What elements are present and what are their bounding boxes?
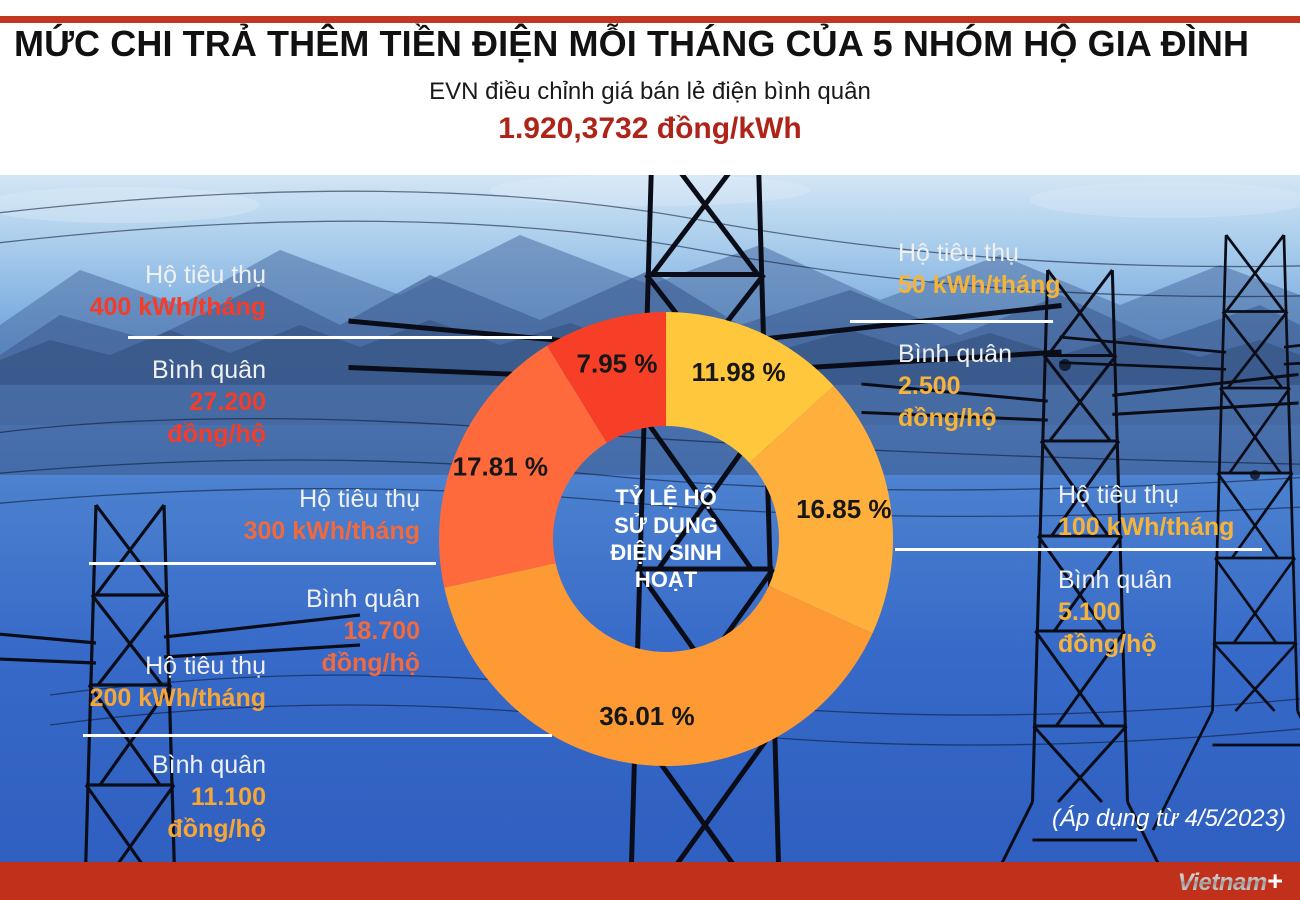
svg-text:Vietnam+: Vietnam+	[1178, 866, 1283, 896]
